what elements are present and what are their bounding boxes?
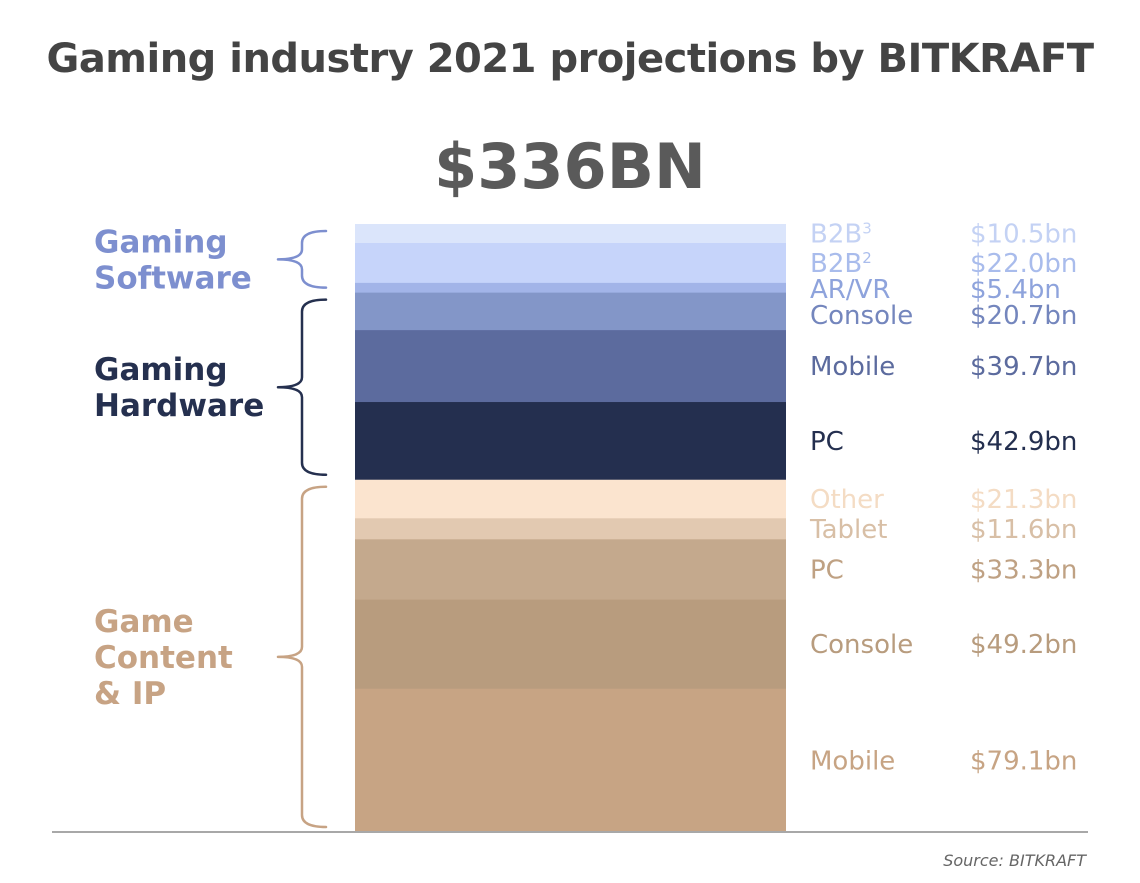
segment-value-label: $11.6bn	[970, 515, 1077, 545]
group-label: Gaming	[94, 224, 228, 260]
segment-labels: B2B3 $10.5bn B2B2 $22.0bn AR/VR $5.4bn Console…	[809, 220, 1077, 777]
segment-bar	[355, 243, 786, 284]
group-label: Software	[94, 260, 252, 296]
segment-name-label: Mobile	[810, 352, 895, 382]
segment-bar	[355, 282, 786, 294]
group-brackets: GamingSoftwareGamingHardwareGameContent&…	[94, 224, 328, 829]
segment-value-label: $22.0bn	[970, 249, 1077, 279]
segment-name-superscript: 2	[862, 249, 872, 267]
segment-name-label: PC	[810, 556, 844, 586]
segment-name-label: PC	[810, 427, 844, 457]
segment-value-label: $42.9bn	[970, 427, 1077, 457]
group-label: Gaming	[94, 352, 228, 388]
segment-bar	[355, 330, 786, 403]
segment-bar	[355, 292, 786, 331]
group-label: Hardware	[94, 388, 264, 424]
segment-value-label: $5.4bn	[970, 275, 1061, 305]
source-note: Source: BITKRAFT	[943, 851, 1087, 870]
segment-name-label: Console	[810, 630, 913, 660]
segment-value-label: $79.1bn	[970, 746, 1077, 776]
segment-value-label: $21.3bn	[970, 485, 1077, 515]
segment-name-label: Console	[810, 301, 913, 331]
segment-bar	[355, 539, 786, 601]
group-label: Game	[94, 604, 194, 640]
segment-bar	[355, 402, 786, 481]
segment-value-label: $20.7bn	[970, 301, 1077, 331]
group-bracket	[276, 485, 328, 829]
segment-name-label: Other	[810, 485, 884, 515]
column-segments	[355, 224, 786, 833]
segment-name-label: Tablet	[809, 515, 887, 545]
group-label: Content	[94, 640, 233, 676]
segment-bar	[355, 518, 786, 540]
segment-bar	[355, 599, 786, 690]
group-bracket	[276, 298, 328, 476]
segment-name-label: B2B3	[810, 220, 872, 250]
segment-name-label: AR/VR	[810, 275, 890, 305]
segment-value-label: $10.5bn	[970, 220, 1077, 250]
group-label: & IP	[94, 676, 166, 712]
segment-value-label: $49.2bn	[970, 630, 1077, 660]
segment-name-superscript: 3	[862, 220, 872, 238]
segment-value-label: $33.3bn	[970, 556, 1077, 586]
chart-title: Gaming industry 2021 projections by BITK…	[46, 36, 1094, 82]
segment-bar	[355, 479, 786, 519]
segment-name-label: B2B2	[810, 249, 872, 279]
segment-bar	[355, 224, 786, 244]
segment-bar	[355, 688, 786, 833]
total-value-label: $336BN	[434, 130, 706, 203]
segment-value-label: $39.7bn	[970, 352, 1077, 382]
group-bracket	[276, 229, 328, 289]
segment-name-label: Mobile	[810, 746, 895, 776]
